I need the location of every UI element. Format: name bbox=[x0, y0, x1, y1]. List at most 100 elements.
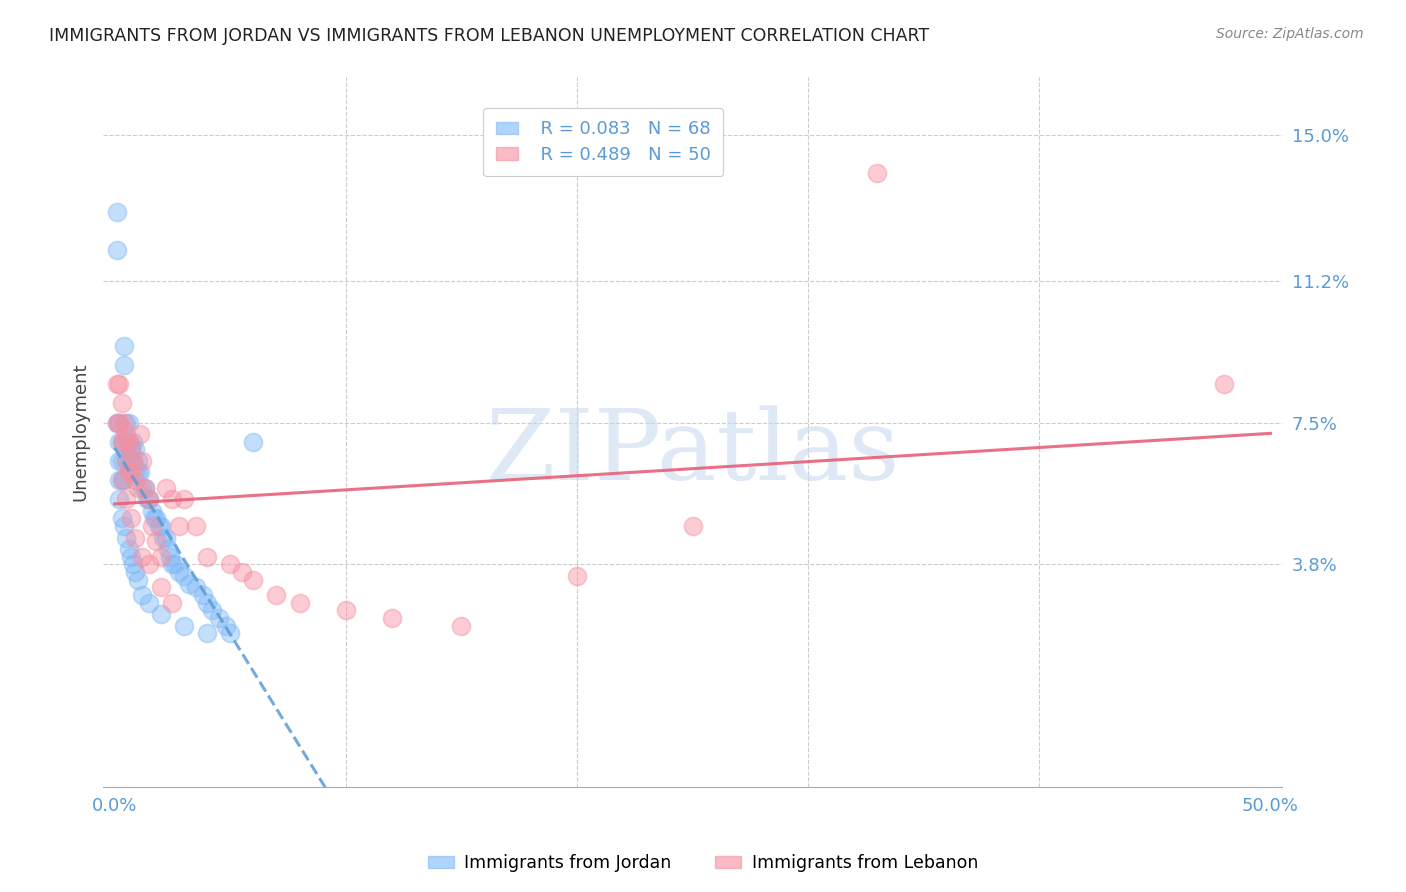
Point bbox=[131, 549, 153, 564]
Point bbox=[131, 588, 153, 602]
Point bbox=[145, 511, 167, 525]
Point bbox=[120, 442, 142, 457]
Point bbox=[682, 519, 704, 533]
Point bbox=[169, 519, 191, 533]
Point bbox=[184, 519, 207, 533]
Point bbox=[105, 416, 128, 430]
Point bbox=[105, 416, 128, 430]
Point bbox=[141, 504, 163, 518]
Point bbox=[117, 466, 139, 480]
Point bbox=[191, 588, 214, 602]
Point bbox=[124, 565, 146, 579]
Point bbox=[111, 396, 134, 410]
Point bbox=[149, 549, 172, 564]
Text: IMMIGRANTS FROM JORDAN VS IMMIGRANTS FROM LEBANON UNEMPLOYMENT CORRELATION CHART: IMMIGRANTS FROM JORDAN VS IMMIGRANTS FRO… bbox=[49, 27, 929, 45]
Point bbox=[138, 492, 160, 507]
Point bbox=[266, 588, 288, 602]
Point bbox=[162, 596, 184, 610]
Point bbox=[108, 473, 131, 487]
Point bbox=[138, 492, 160, 507]
Point bbox=[108, 377, 131, 392]
Point bbox=[127, 481, 149, 495]
Point bbox=[117, 454, 139, 468]
Point bbox=[866, 166, 889, 180]
Point bbox=[117, 434, 139, 449]
Point bbox=[120, 511, 142, 525]
Point bbox=[115, 454, 138, 468]
Point bbox=[138, 558, 160, 572]
Point bbox=[112, 416, 135, 430]
Point bbox=[112, 358, 135, 372]
Point bbox=[108, 416, 131, 430]
Point bbox=[143, 511, 166, 525]
Point bbox=[111, 434, 134, 449]
Point bbox=[138, 596, 160, 610]
Point bbox=[169, 565, 191, 579]
Point bbox=[173, 492, 195, 507]
Point bbox=[162, 558, 184, 572]
Text: ZIPatlas: ZIPatlas bbox=[485, 406, 900, 501]
Point bbox=[122, 454, 145, 468]
Point bbox=[184, 581, 207, 595]
Point bbox=[219, 626, 242, 640]
Point bbox=[129, 427, 152, 442]
Point bbox=[120, 466, 142, 480]
Point bbox=[159, 549, 181, 564]
Point bbox=[108, 434, 131, 449]
Point bbox=[117, 416, 139, 430]
Point bbox=[111, 511, 134, 525]
Point bbox=[214, 619, 236, 633]
Point bbox=[108, 454, 131, 468]
Point bbox=[381, 611, 404, 625]
Point bbox=[105, 377, 128, 392]
Text: Source: ZipAtlas.com: Source: ZipAtlas.com bbox=[1216, 27, 1364, 41]
Point bbox=[112, 339, 135, 353]
Point bbox=[131, 454, 153, 468]
Point bbox=[108, 492, 131, 507]
Point bbox=[127, 454, 149, 468]
Point bbox=[105, 204, 128, 219]
Point bbox=[122, 434, 145, 449]
Point bbox=[122, 454, 145, 468]
Point bbox=[149, 519, 172, 533]
Point bbox=[115, 454, 138, 468]
Point bbox=[111, 434, 134, 449]
Legend:   R = 0.083   N = 68,   R = 0.489   N = 50: R = 0.083 N = 68, R = 0.489 N = 50 bbox=[484, 108, 723, 177]
Point bbox=[115, 492, 138, 507]
Point bbox=[177, 576, 200, 591]
Point bbox=[173, 569, 195, 583]
Point bbox=[131, 481, 153, 495]
Point bbox=[201, 603, 224, 617]
Point bbox=[162, 492, 184, 507]
Point bbox=[335, 603, 357, 617]
Point bbox=[134, 481, 156, 495]
Point bbox=[111, 473, 134, 487]
Y-axis label: Unemployment: Unemployment bbox=[72, 363, 89, 501]
Point bbox=[565, 569, 588, 583]
Point bbox=[134, 481, 156, 495]
Point bbox=[127, 466, 149, 480]
Point bbox=[155, 531, 177, 545]
Point bbox=[129, 466, 152, 480]
Point bbox=[120, 454, 142, 468]
Point bbox=[124, 442, 146, 457]
Point bbox=[231, 565, 253, 579]
Point bbox=[112, 473, 135, 487]
Point bbox=[149, 581, 172, 595]
Point bbox=[152, 531, 174, 545]
Point bbox=[242, 434, 264, 449]
Point bbox=[219, 558, 242, 572]
Point bbox=[450, 619, 472, 633]
Point bbox=[115, 427, 138, 442]
Point bbox=[108, 416, 131, 430]
Point bbox=[156, 542, 179, 557]
Point bbox=[112, 519, 135, 533]
Point bbox=[117, 434, 139, 449]
Point bbox=[105, 243, 128, 257]
Point bbox=[208, 611, 231, 625]
Point bbox=[122, 558, 145, 572]
Point bbox=[148, 519, 170, 533]
Point bbox=[145, 534, 167, 549]
Point bbox=[155, 481, 177, 495]
Point bbox=[115, 531, 138, 545]
